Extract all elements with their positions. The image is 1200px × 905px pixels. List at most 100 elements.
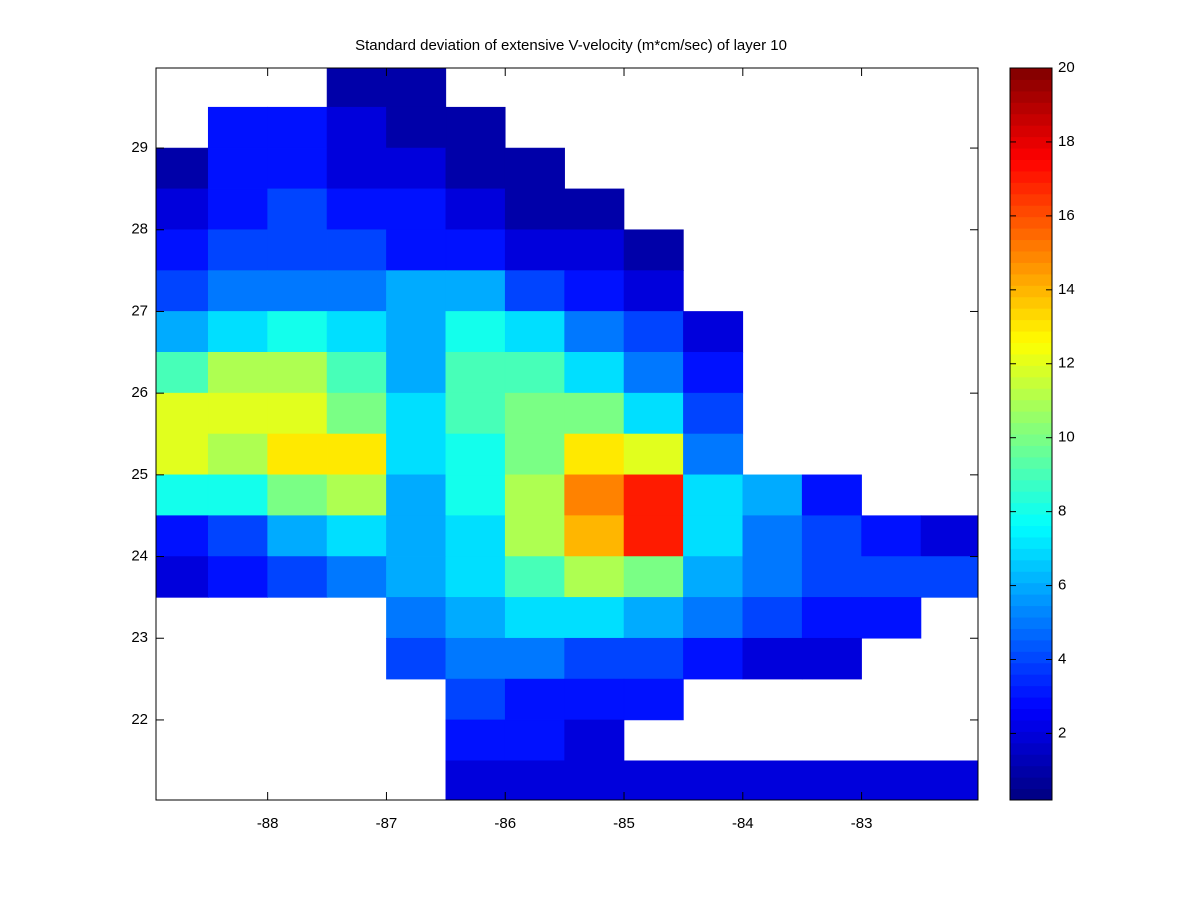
chart-title: Standard deviation of extensive V-veloci… (355, 37, 787, 54)
contour-cell (504, 597, 565, 639)
contour-cell (326, 352, 387, 394)
contour-cell (623, 678, 684, 721)
y-tick-label: 25 (131, 466, 148, 483)
colorbar-swatch (1010, 216, 1052, 229)
contour-cell (326, 433, 387, 476)
contour-cell (386, 556, 447, 598)
contour-cell (326, 311, 387, 353)
contour-cell (504, 678, 565, 721)
colorbar-tick-label: 8 (1058, 503, 1066, 520)
contour-cell (445, 147, 506, 190)
contour-cell (267, 556, 328, 598)
contour-cell (156, 556, 209, 598)
contour-cell (920, 760, 978, 800)
contour-cell (207, 392, 268, 435)
colorbar-swatch (1010, 525, 1052, 538)
contour-cell (326, 270, 387, 312)
colorbar-tick-label: 4 (1058, 650, 1066, 667)
colorbar-swatch (1010, 708, 1052, 721)
contour-cell (267, 311, 328, 353)
colorbar-swatch (1010, 205, 1052, 218)
contour-cell (267, 474, 328, 516)
contour-cell (623, 270, 684, 312)
contour-cell (386, 352, 447, 394)
contour-cell (267, 229, 328, 271)
contour-cell (386, 597, 447, 639)
contour-cell (207, 106, 268, 149)
contour-cell (683, 637, 744, 680)
contour-field (156, 68, 978, 800)
contour-cell (564, 392, 625, 435)
contour-cell (742, 637, 803, 680)
contour-cell (504, 719, 565, 762)
contour-cell (207, 270, 268, 312)
contour-cell (207, 515, 268, 557)
colorbar-swatch (1010, 765, 1052, 778)
colorbar-swatch (1010, 331, 1052, 343)
contour-cell (564, 515, 625, 557)
contour-cell (445, 637, 506, 680)
contour-cell (564, 229, 625, 271)
colorbar-tick-label: 12 (1058, 355, 1075, 372)
contour-cell (445, 433, 506, 476)
colorbar-swatch (1010, 342, 1052, 355)
contour-cell (504, 311, 565, 353)
x-tick-label: -84 (732, 815, 754, 832)
colorbar-swatch (1010, 674, 1052, 687)
contour-cell (267, 392, 328, 435)
contour-cell (267, 433, 328, 476)
colorbar-tick-label: 20 (1058, 59, 1075, 76)
colorbar-swatch (1010, 296, 1052, 309)
contour-cell (156, 352, 209, 394)
contour-cell (326, 147, 387, 190)
colorbar-swatch (1010, 434, 1052, 446)
colorbar-swatch (1010, 262, 1052, 275)
colorbar-swatch (1010, 399, 1052, 412)
contour-cell (504, 270, 565, 312)
contour-cell (156, 392, 209, 435)
contour-cell (267, 270, 328, 312)
colorbar-swatch (1010, 731, 1052, 744)
colorbar-swatch (1010, 514, 1052, 526)
contour-cell (504, 352, 565, 394)
contour-cell (386, 68, 447, 108)
contour-cell (445, 270, 506, 312)
contour-cell (267, 147, 328, 190)
contour-cell (623, 515, 684, 557)
contour-cell (386, 433, 447, 476)
contour-cell (801, 556, 862, 598)
contour-cell (156, 229, 209, 271)
contour-cell (742, 474, 803, 516)
colorbar-swatch (1010, 353, 1052, 366)
colorbar-swatch (1010, 662, 1052, 675)
contour-cell (207, 433, 268, 476)
colorbar-swatch (1010, 491, 1052, 504)
colorbar-tick-label: 18 (1058, 133, 1075, 150)
contour-cell (445, 678, 506, 721)
contour-cell (386, 229, 447, 271)
contour-cell (386, 392, 447, 435)
contour-cell (623, 352, 684, 394)
contour-cell (920, 515, 978, 557)
contour-cell (207, 352, 268, 394)
y-tick-label: 26 (131, 384, 148, 401)
contour-cell (445, 474, 506, 516)
plot-frame (155, 67, 979, 801)
colorbar-swatch (1010, 536, 1052, 549)
contour-cell (386, 106, 447, 149)
colorbar-swatch (1010, 651, 1052, 664)
contour-cell (564, 760, 625, 800)
contour-cell (207, 188, 268, 231)
colorbar: 2 4 6 8 10 12 14 16 18 20 (1009, 59, 1075, 801)
contour-cell (564, 270, 625, 312)
x-tick-label: -83 (851, 815, 873, 832)
colorbar-swatch (1010, 468, 1052, 481)
colorbar-swatch (1010, 605, 1052, 618)
colorbar-swatch (1010, 148, 1052, 160)
axes: -88 -87 -86 -85 -84 -83 22 23 24 25 26 27 28 29 (131, 67, 979, 832)
colorbar-tick-label: 2 (1058, 724, 1066, 741)
contour-cell (683, 352, 744, 394)
colorbar-swatch (1010, 422, 1052, 435)
contour-cell (445, 597, 506, 639)
contour-cell (504, 188, 565, 231)
